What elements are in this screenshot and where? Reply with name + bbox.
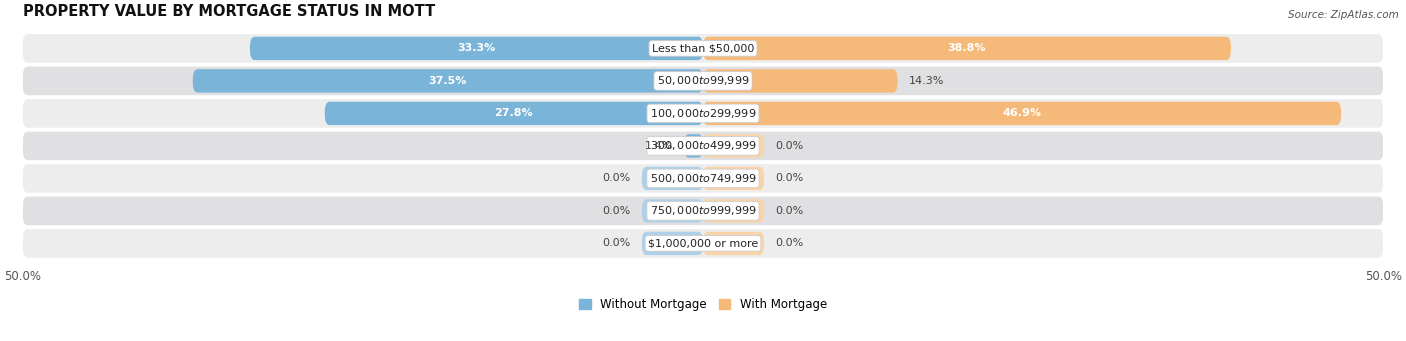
FancyBboxPatch shape [22, 229, 1384, 258]
Text: $1,000,000 or more: $1,000,000 or more [648, 238, 758, 248]
FancyBboxPatch shape [22, 132, 1384, 160]
FancyBboxPatch shape [703, 37, 1230, 60]
Text: 0.0%: 0.0% [603, 238, 631, 248]
FancyBboxPatch shape [325, 102, 703, 125]
FancyBboxPatch shape [22, 66, 1384, 95]
Text: $100,000 to $299,999: $100,000 to $299,999 [650, 107, 756, 120]
FancyBboxPatch shape [641, 167, 703, 190]
Text: $50,000 to $99,999: $50,000 to $99,999 [657, 74, 749, 87]
FancyBboxPatch shape [703, 232, 765, 255]
Text: 0.0%: 0.0% [775, 206, 803, 216]
FancyBboxPatch shape [22, 99, 1384, 128]
Text: PROPERTY VALUE BY MORTGAGE STATUS IN MOTT: PROPERTY VALUE BY MORTGAGE STATUS IN MOT… [22, 4, 434, 19]
FancyBboxPatch shape [641, 199, 703, 223]
FancyBboxPatch shape [193, 69, 703, 93]
FancyBboxPatch shape [703, 199, 765, 223]
Text: 46.9%: 46.9% [1002, 108, 1042, 118]
Text: 33.3%: 33.3% [457, 43, 495, 54]
Text: $300,000 to $499,999: $300,000 to $499,999 [650, 139, 756, 152]
Text: 0.0%: 0.0% [603, 173, 631, 183]
FancyBboxPatch shape [683, 134, 703, 158]
Text: Less than $50,000: Less than $50,000 [652, 43, 754, 54]
Text: 38.8%: 38.8% [948, 43, 986, 54]
FancyBboxPatch shape [22, 197, 1384, 225]
Text: $500,000 to $749,999: $500,000 to $749,999 [650, 172, 756, 185]
Text: 0.0%: 0.0% [603, 206, 631, 216]
FancyBboxPatch shape [703, 134, 765, 158]
Text: 0.0%: 0.0% [775, 173, 803, 183]
Text: 27.8%: 27.8% [495, 108, 533, 118]
Legend: Without Mortgage, With Mortgage: Without Mortgage, With Mortgage [579, 298, 827, 311]
Text: 14.3%: 14.3% [908, 76, 943, 86]
FancyBboxPatch shape [250, 37, 703, 60]
FancyBboxPatch shape [703, 167, 765, 190]
FancyBboxPatch shape [22, 164, 1384, 193]
Text: Source: ZipAtlas.com: Source: ZipAtlas.com [1288, 10, 1399, 20]
Text: 1.4%: 1.4% [645, 141, 673, 151]
FancyBboxPatch shape [703, 69, 897, 93]
Text: $750,000 to $999,999: $750,000 to $999,999 [650, 204, 756, 218]
Text: 37.5%: 37.5% [429, 76, 467, 86]
FancyBboxPatch shape [641, 232, 703, 255]
FancyBboxPatch shape [703, 102, 1341, 125]
Text: 0.0%: 0.0% [775, 141, 803, 151]
Text: 0.0%: 0.0% [775, 238, 803, 248]
FancyBboxPatch shape [22, 34, 1384, 63]
